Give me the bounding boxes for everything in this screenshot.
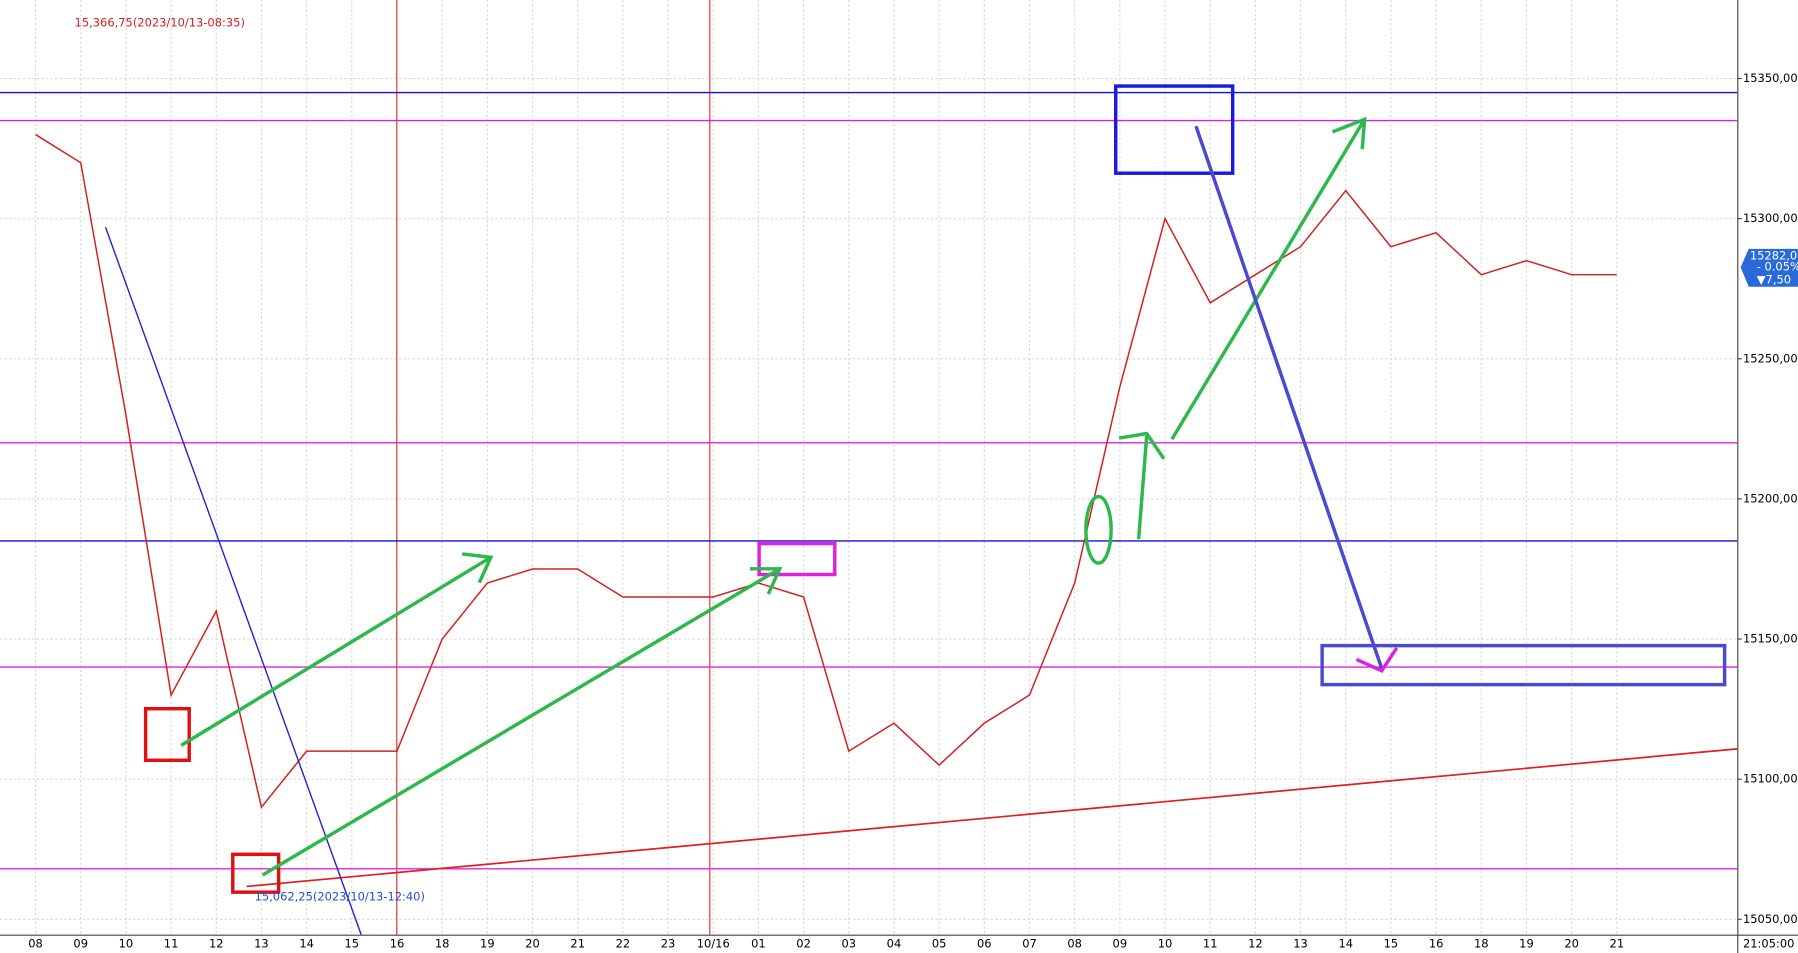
arrow xyxy=(1170,118,1367,441)
box xyxy=(231,852,281,894)
box xyxy=(1320,643,1727,687)
last-price: 15282,00 xyxy=(1750,248,1798,262)
low-label: 15,062,25(2023/10/13-12:40) xyxy=(255,889,425,903)
x-tick-label: 12 xyxy=(209,936,224,950)
x-tick-label: 15 xyxy=(345,936,360,950)
arrow-head xyxy=(1118,431,1166,460)
y-axis-area xyxy=(1738,0,1798,953)
box xyxy=(1114,84,1235,175)
x-tick-label: 18 xyxy=(435,936,450,950)
x-tick-label: 19 xyxy=(480,936,495,950)
high-label: 15,366,75(2023/10/13-08:35) xyxy=(75,15,245,29)
y-tick-label: 15050,00 xyxy=(1743,912,1798,926)
x-tick-label: 18 xyxy=(1474,936,1489,950)
arrow xyxy=(1136,435,1149,540)
y-tick-label: 15300,00 xyxy=(1743,211,1798,225)
x-tick-label: 13 xyxy=(1293,936,1308,950)
box xyxy=(143,706,191,763)
x-tick-label: 13 xyxy=(254,936,269,950)
x-tick-label: 14 xyxy=(1338,936,1353,950)
arrow xyxy=(180,555,492,747)
change-percent: - 0.05% xyxy=(1757,260,1798,274)
series xyxy=(35,133,1617,809)
price-box xyxy=(1740,248,1798,287)
x-tick-label: 11 xyxy=(1203,936,1218,950)
y-tick-label: 15150,00 xyxy=(1743,632,1798,646)
x-tick-label: 16 xyxy=(390,936,405,950)
x-tick-label: 01 xyxy=(751,936,766,950)
arrow-head xyxy=(1331,116,1367,150)
y-tick-label: 15350,00 xyxy=(1743,71,1798,85)
arrow xyxy=(261,567,781,877)
x-tick-label: 07 xyxy=(1022,936,1037,950)
arrow-head xyxy=(1355,646,1399,674)
x-tick-label: 12 xyxy=(1248,936,1263,950)
x-tick-label: 09 xyxy=(73,936,88,950)
levels xyxy=(0,91,1738,870)
y-tick-label: 15200,00 xyxy=(1743,491,1798,505)
x-tick-label: 23 xyxy=(661,936,676,950)
x-tick-label: 09 xyxy=(1113,936,1128,950)
arrow-head xyxy=(749,567,783,595)
annotations xyxy=(143,84,1727,894)
x-tick-label: 19 xyxy=(1519,936,1534,950)
x-tick-label: 11 xyxy=(164,936,179,950)
trend-line xyxy=(246,747,1738,888)
x-tick-label: 16 xyxy=(1429,936,1444,950)
change: ▼7,50 xyxy=(1757,272,1791,286)
x-tick-label: 20 xyxy=(525,936,540,950)
x-tick-label: 20 xyxy=(1564,936,1579,950)
x-tick-label: 21 xyxy=(570,936,585,950)
x-tick-label: 02 xyxy=(796,936,811,950)
trend-line xyxy=(104,226,362,935)
x-tick-label: 21 xyxy=(1610,936,1625,950)
y-tick-label: 15100,00 xyxy=(1743,772,1798,786)
x-tick-label: 15 xyxy=(1384,936,1399,950)
x-tick-label: 10 xyxy=(1158,936,1173,950)
x-tick-label: 08 xyxy=(28,936,43,950)
x-tick-label: 08 xyxy=(1067,936,1082,950)
x-tick-label: 10/16 xyxy=(697,936,730,950)
x-tick-label: 06 xyxy=(977,936,992,950)
circle xyxy=(1084,494,1113,565)
price-line xyxy=(35,133,1617,809)
axis: 15350,00 15300,00 15250,00 15200,00 15150,00… xyxy=(28,71,1797,950)
time-label: 21:05:00 xyxy=(1743,936,1794,950)
x-tick-label: 22 xyxy=(616,936,631,950)
x-tick-label: 14 xyxy=(299,936,314,950)
box xyxy=(757,541,837,577)
x-tick-label: 03 xyxy=(841,936,856,950)
x-tick-label: 10 xyxy=(119,936,134,950)
y-tick-label: 15250,00 xyxy=(1743,351,1798,365)
arrow xyxy=(1194,125,1384,670)
arrow-head xyxy=(461,552,494,584)
x-tick-label: 05 xyxy=(932,936,947,950)
x-tick-label: 04 xyxy=(887,936,902,950)
grid xyxy=(0,0,1738,935)
